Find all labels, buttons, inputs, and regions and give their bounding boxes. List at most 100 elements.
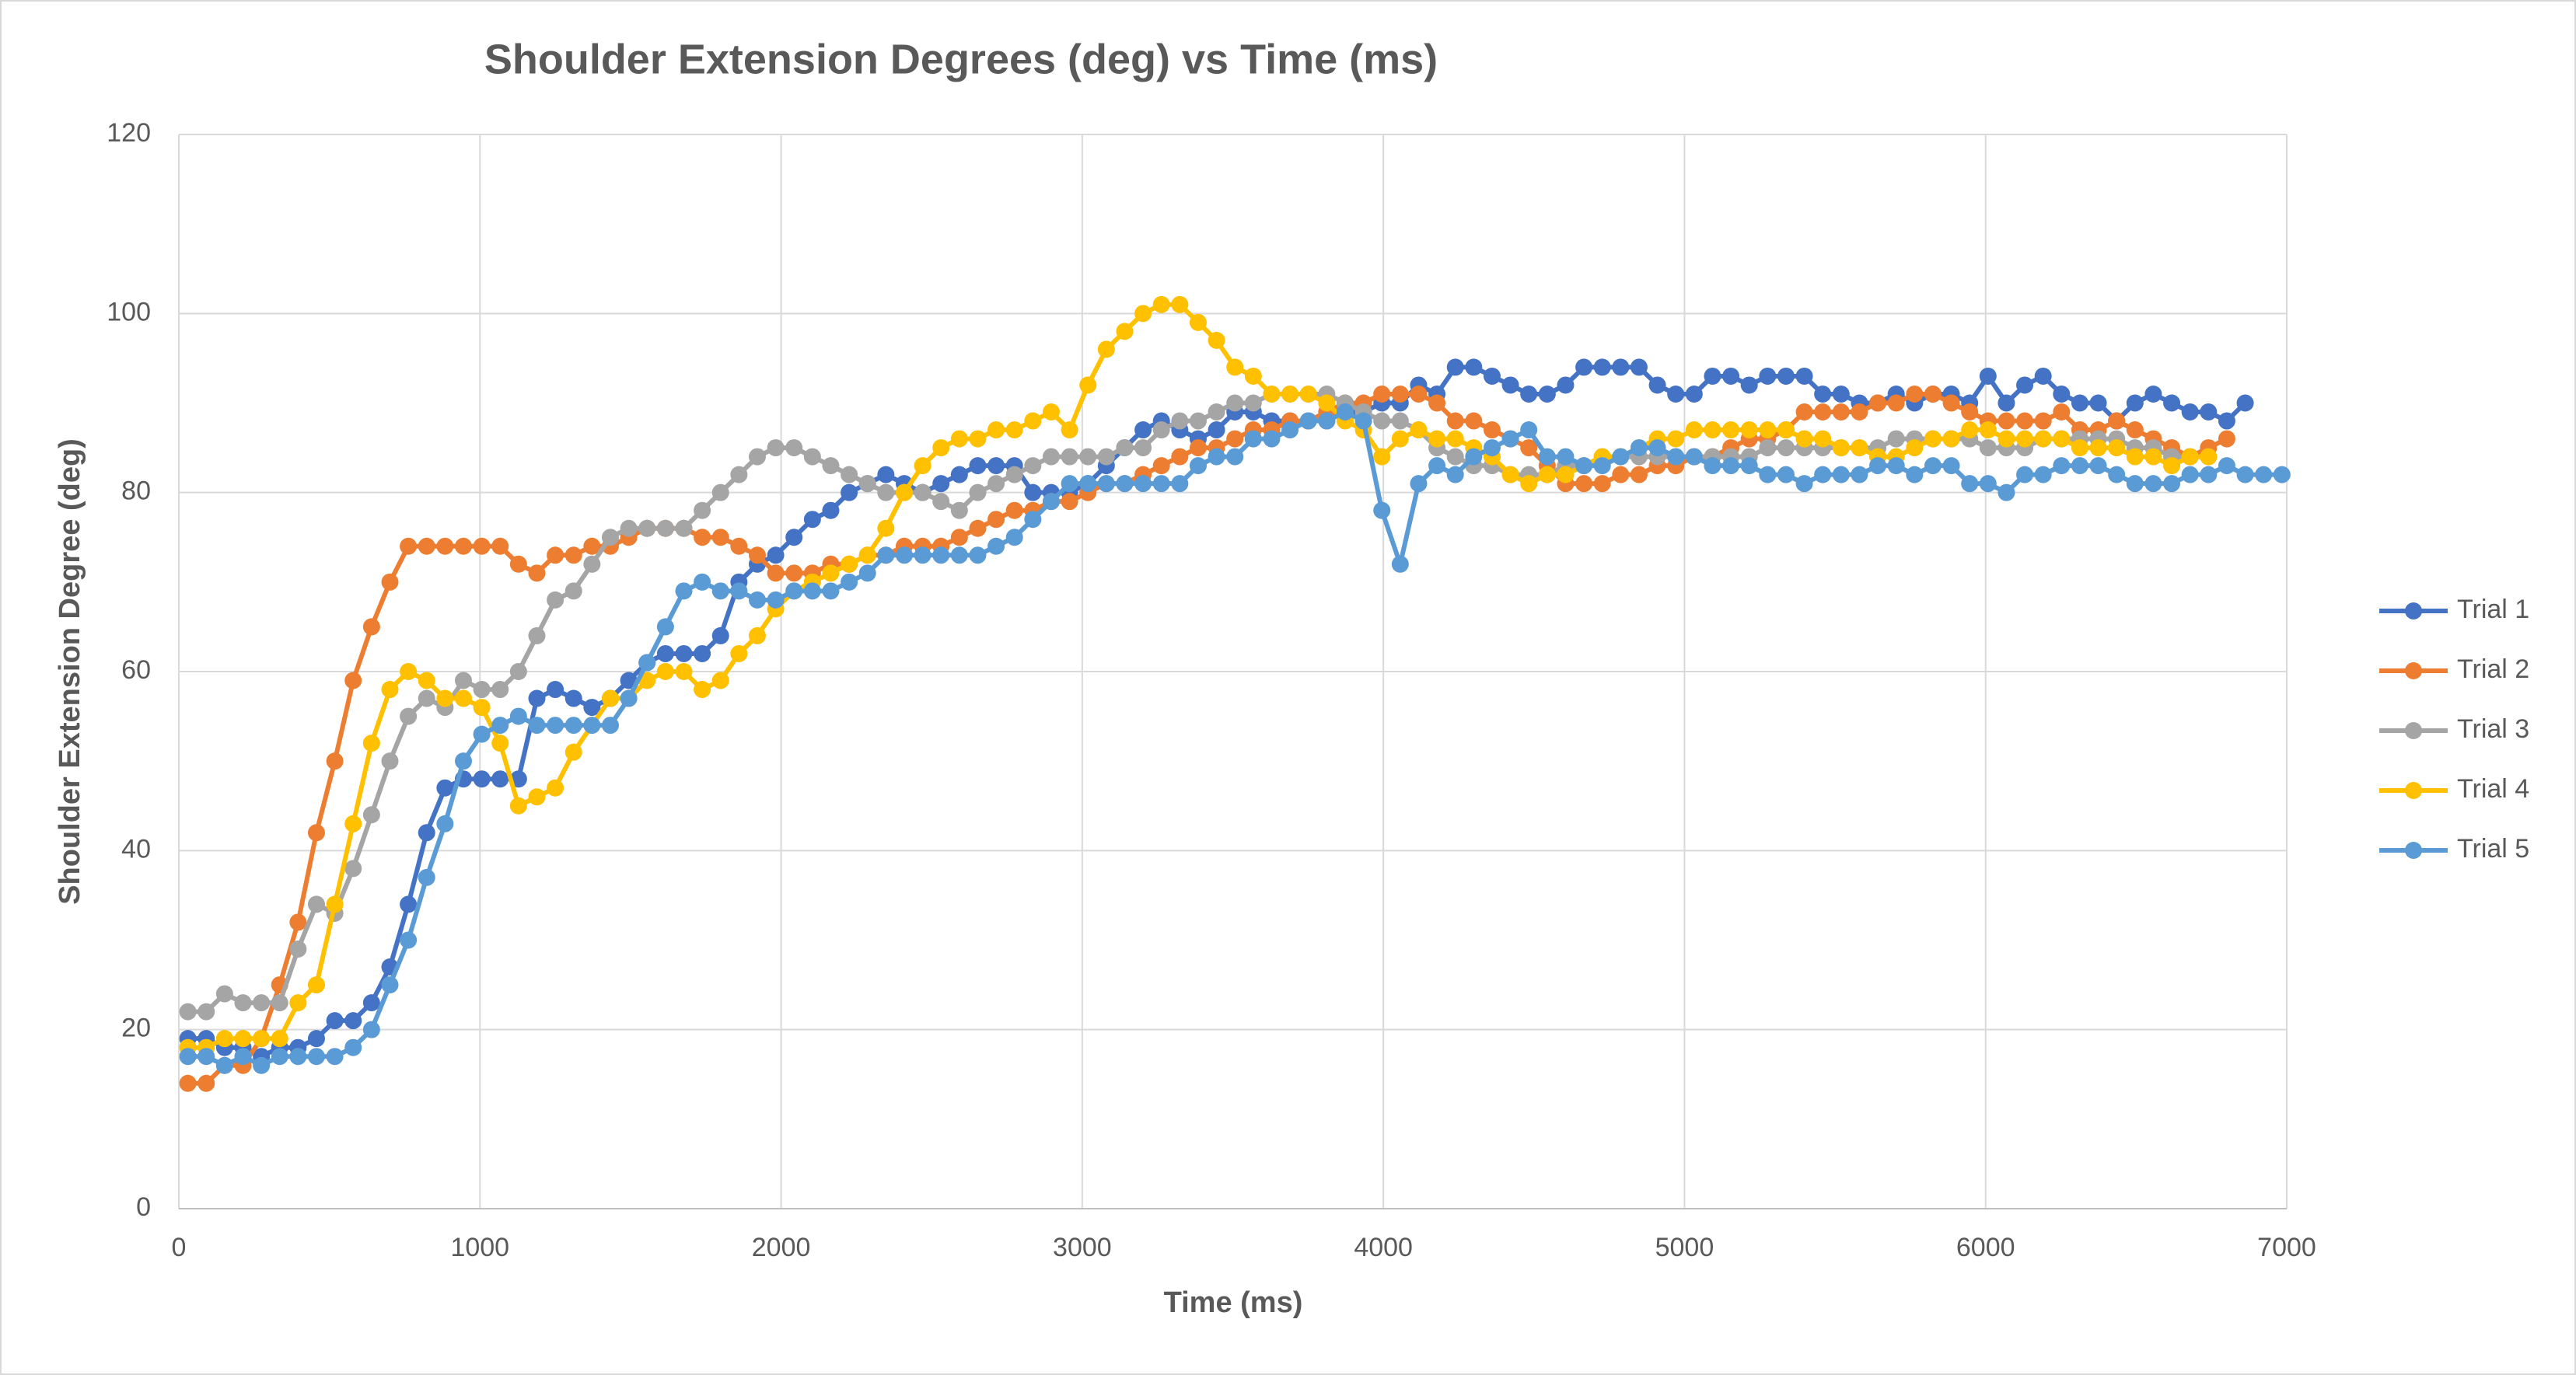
data-point xyxy=(1465,412,1483,430)
data-point xyxy=(2200,403,2218,421)
data-point xyxy=(1759,421,1777,439)
data-point xyxy=(1667,430,1685,448)
data-point xyxy=(197,1003,215,1021)
data-point xyxy=(271,1048,288,1066)
data-point xyxy=(400,707,418,725)
data-point xyxy=(803,582,821,600)
legend-label: Trial 4 xyxy=(2457,774,2529,804)
data-point xyxy=(1410,421,1428,439)
data-point xyxy=(969,483,987,501)
data-point xyxy=(1538,385,1556,403)
data-point xyxy=(307,1048,325,1066)
data-point xyxy=(1428,394,1446,412)
data-point xyxy=(344,672,362,689)
data-point xyxy=(234,994,252,1012)
data-point xyxy=(271,1030,288,1048)
data-point xyxy=(215,1030,233,1048)
data-point xyxy=(950,501,968,519)
data-point xyxy=(730,644,748,662)
data-point xyxy=(1704,367,1721,385)
data-point xyxy=(1942,394,1960,412)
data-point xyxy=(1428,430,1446,448)
data-point xyxy=(1171,295,1189,313)
data-point xyxy=(2089,457,2107,475)
data-point xyxy=(1832,385,1850,403)
data-point xyxy=(1740,376,1758,394)
data-point xyxy=(950,529,968,546)
data-point xyxy=(730,582,748,600)
data-point xyxy=(2126,421,2144,439)
y-tick-label: 20 xyxy=(121,1014,151,1043)
data-point xyxy=(1171,448,1189,466)
data-point xyxy=(2034,430,2052,448)
data-point xyxy=(1391,555,1409,573)
data-point xyxy=(1814,430,1832,448)
series-line xyxy=(187,391,2228,1086)
data-point xyxy=(2034,466,2052,483)
data-point xyxy=(1391,412,1409,430)
data-point xyxy=(1979,475,1997,493)
data-point xyxy=(694,573,711,591)
data-point xyxy=(785,564,803,582)
data-point xyxy=(1887,457,1905,475)
data-point xyxy=(822,457,840,475)
data-point xyxy=(656,618,674,636)
data-point xyxy=(1520,439,1538,457)
data-point xyxy=(1961,403,1979,421)
data-point xyxy=(675,519,693,537)
data-point xyxy=(197,1048,215,1066)
data-point xyxy=(785,582,803,600)
data-point xyxy=(656,519,674,537)
data-point xyxy=(436,779,454,797)
data-point xyxy=(326,1048,344,1066)
data-point xyxy=(1446,430,1464,448)
data-point xyxy=(1998,430,2015,448)
legend-label: Trial 1 xyxy=(2457,595,2529,624)
data-point xyxy=(381,573,399,591)
data-point xyxy=(877,466,895,483)
data-point xyxy=(307,1030,325,1048)
data-point xyxy=(1869,394,1887,412)
data-point xyxy=(1410,475,1428,493)
data-point xyxy=(694,529,711,546)
data-point xyxy=(711,582,729,600)
series xyxy=(179,385,2218,1021)
data-point xyxy=(1189,457,1207,475)
data-point xyxy=(307,976,325,994)
data-point xyxy=(473,770,491,788)
data-point xyxy=(1887,394,1905,412)
data-point xyxy=(179,1003,197,1021)
data-point xyxy=(803,511,821,529)
data-point xyxy=(2053,430,2071,448)
data-point xyxy=(473,537,491,555)
data-point xyxy=(215,985,233,1003)
data-point xyxy=(289,1048,307,1066)
data-point xyxy=(2163,475,2181,493)
data-point xyxy=(1208,403,1225,421)
data-point xyxy=(564,743,582,761)
data-point xyxy=(694,681,711,699)
data-point xyxy=(601,689,619,707)
data-point xyxy=(1814,403,1832,421)
data-point xyxy=(1134,475,1152,493)
data-point xyxy=(1079,376,1097,394)
data-point xyxy=(1336,403,1354,421)
data-point xyxy=(362,994,380,1012)
data-point xyxy=(1024,483,1042,501)
data-point xyxy=(1097,448,1115,466)
data-point xyxy=(454,537,472,555)
data-point xyxy=(509,555,527,573)
data-point xyxy=(307,824,325,842)
data-point xyxy=(932,493,950,511)
data-point xyxy=(969,519,987,537)
data-point xyxy=(1042,493,1060,511)
data-point xyxy=(841,573,858,591)
data-point xyxy=(1097,340,1115,358)
data-point xyxy=(1520,385,1538,403)
data-point xyxy=(564,717,582,735)
data-point xyxy=(1538,448,1556,466)
data-point xyxy=(1354,412,1372,430)
data-point xyxy=(528,717,546,735)
data-point xyxy=(1465,358,1483,376)
data-point xyxy=(179,1048,197,1066)
